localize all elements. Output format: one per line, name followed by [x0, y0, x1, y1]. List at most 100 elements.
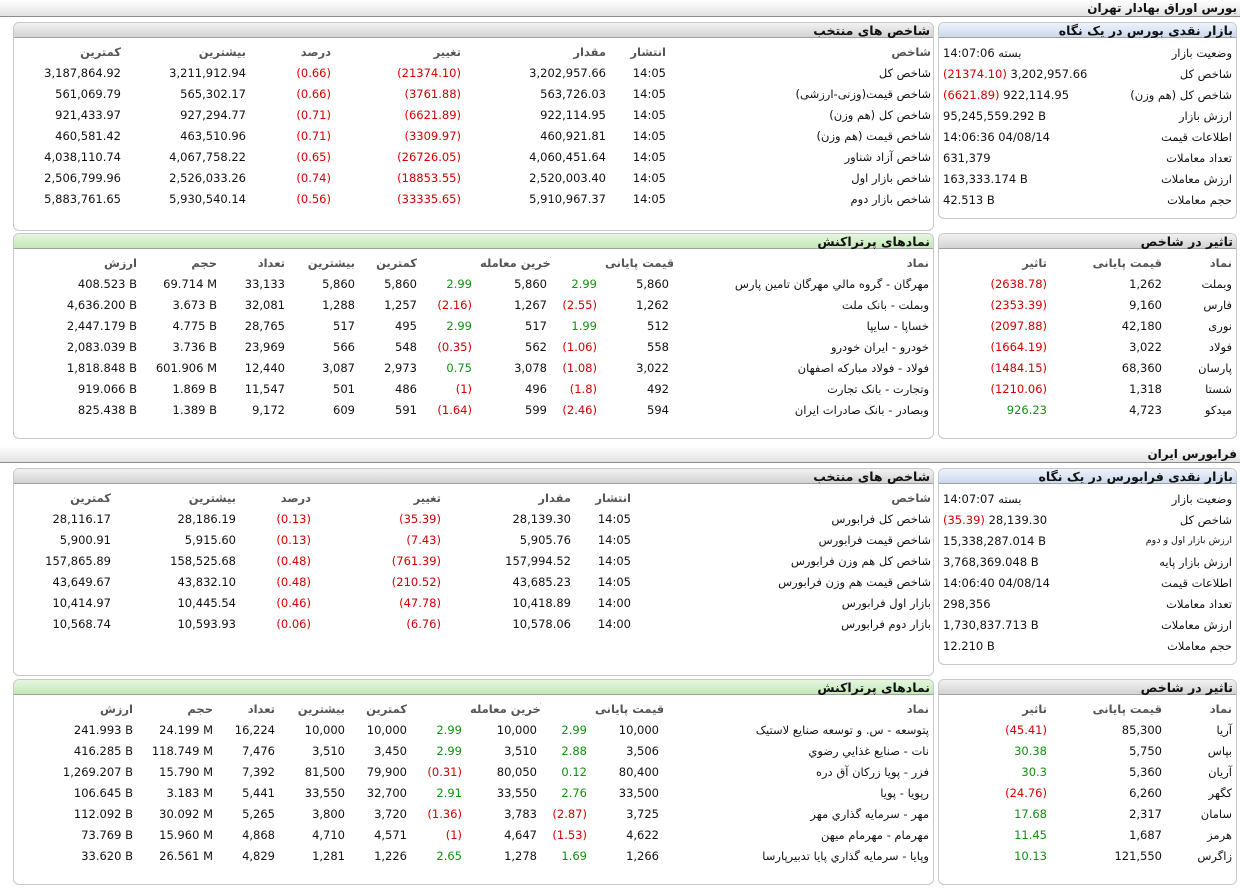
indices-header: تغییر	[433, 44, 461, 59]
indices-cell: (761.39)	[391, 553, 441, 568]
glance-value-text: 28,139.30	[988, 512, 1048, 527]
active-cell: 562	[525, 339, 547, 354]
active-header: تعداد	[247, 701, 275, 716]
glance-value: (21374.10) 3,202,957.66	[939, 63, 1114, 84]
indices-header: درصد	[300, 44, 331, 59]
tse-active-table: نماد قیمت پایانی آخرین معامله کمترین بیشترین…	[14, 252, 933, 420]
glance-row: شاخص کل (هم وزن) (6621.89) 922,114.95	[939, 84, 1236, 105]
indices-row: شاخص بازار اول 14:05 2,520,003.40 (18853.55…	[14, 167, 933, 188]
impact-cell: 6,260	[1129, 785, 1162, 800]
impact-cell: (1210.06)	[990, 381, 1047, 396]
tse-glance-table: وضعیت بازار بسته 14:07:06 شاخص کل (21374.10…	[939, 42, 1236, 210]
glance-value-text: 95,245,559.292 B	[943, 108, 1046, 123]
glance-row: وضعیت بازار بسته 14:07:07	[939, 488, 1236, 509]
active-cell: 4,622	[626, 827, 659, 842]
active-cell: 517	[525, 318, 547, 333]
active-cell: 1,278	[504, 848, 537, 863]
active-cell: 4,829	[242, 848, 275, 863]
active-cell: 0.75	[446, 360, 472, 375]
glance-row: شاخص کل (21374.10) 3,202,957.66	[939, 63, 1236, 84]
active-header: ارزش	[103, 255, 137, 270]
active-cell: 4,710	[312, 827, 345, 842]
active-cell: 1,257	[384, 297, 417, 312]
ifb-impact-panel: تاثیر در شاخص نماد قیمت پایانی تاثیر آريا 8…	[938, 679, 1237, 885]
active-cell: 80,050	[496, 764, 537, 779]
active-cell: 609	[333, 402, 355, 417]
glance-value-text: بسته 14:07:06	[943, 45, 1022, 60]
active-cell: 2.99	[446, 318, 472, 333]
active-cell: 2.99	[571, 276, 597, 291]
active-cell: 28,765	[244, 318, 285, 333]
active-header: بیشترین	[307, 255, 355, 270]
active-cell: 79,900	[366, 764, 407, 779]
active-cell: 7,392	[242, 764, 275, 779]
impact-cell: 1,262	[1129, 276, 1162, 291]
active-cell: 1,281	[312, 848, 345, 863]
impact-header: تاثیر	[1022, 701, 1047, 716]
active-cell: 558	[647, 339, 669, 354]
active-cell: 408.523 B	[77, 276, 137, 291]
indices-cell: (47.78)	[399, 595, 441, 610]
glance-row: وضعیت بازار بسته 14:07:06	[939, 42, 1236, 63]
active-header: نماد	[906, 701, 929, 716]
active-cell: (1.53)	[552, 827, 587, 842]
active-cell: 825.438 B	[77, 402, 137, 417]
indices-cell: (3761.88)	[404, 86, 461, 101]
glance-value: 14:06:36 04/08/14	[939, 126, 1114, 147]
active-cell: 5,860	[636, 276, 669, 291]
active-cell: 1.389 B	[172, 402, 217, 417]
active-cell: 106.645 B	[73, 785, 133, 800]
ifb-active-table: نماد قیمت پایانی آخرین معامله کمترین بیشترین…	[14, 698, 933, 866]
active-cell: 2.99	[436, 722, 462, 737]
indices-cell: 43,832.10	[177, 574, 236, 589]
impact-cell: 3,022	[1129, 339, 1162, 354]
indices-row: شاخص کل 14:05 3,202,957.66 (21374.10) (0.66)…	[14, 62, 933, 83]
active-cell: 4,636.200 B	[66, 297, 137, 312]
indices-cell: شاخص کل	[878, 65, 931, 80]
active-cell: 591	[395, 402, 417, 417]
glance-value: (6621.89) 922,114.95	[939, 84, 1114, 105]
indices-cell: 28,116.17	[52, 511, 111, 526]
active-cell: 5,860	[322, 276, 355, 291]
active-cell: 5,265	[242, 806, 275, 821]
glance-value: 12.210 B	[939, 635, 1108, 656]
impact-row: زاگرس 121,550 10.13	[939, 845, 1236, 866]
active-row: فولاد - فولاد مبارکه اصفهان 3,022 (1.08) 3,…	[14, 357, 933, 378]
indices-cell: (6621.89)	[404, 107, 461, 122]
glance-value: 14:06:40 04/08/14	[939, 572, 1108, 593]
active-cell: 81,500	[304, 764, 345, 779]
indices-header: مقدار	[573, 44, 606, 59]
active-cell: (1.08)	[562, 360, 597, 375]
indices-cell: 14:05	[632, 149, 666, 164]
ifb-active-title: نمادهای پرتراکنش	[14, 680, 933, 695]
indices-cell: 3,202,957.66	[529, 65, 606, 80]
indices-cell: 921,433.97	[55, 107, 121, 122]
indices-cell: (0.74)	[296, 170, 331, 185]
indices-cell: (33335.65)	[397, 191, 461, 206]
active-cell: 23,969	[244, 339, 285, 354]
active-cell: 3,022	[636, 360, 669, 375]
active-cell: 10,000	[496, 722, 537, 737]
active-cell: خساپا - سايپا	[866, 318, 929, 333]
impact-cell: سامان	[1200, 806, 1232, 821]
glance-change: (35.39)	[943, 512, 985, 527]
active-cell: 2.99	[436, 743, 462, 758]
indices-cell: بازار اول فرابورس	[841, 595, 931, 610]
impact-cell: (45.41)	[1005, 722, 1047, 737]
impact-row: هرمز 1,687 11.45	[939, 824, 1236, 845]
active-row: فزر - پويا زركان آق دره 80,400 0.12 80,050 (…	[14, 761, 933, 782]
active-header: حجم	[187, 701, 213, 716]
indices-row: بازار دوم فرابورس 14:00 10,578.06 (6.76) (0.…	[14, 613, 933, 634]
indices-cell: 10,445.54	[177, 595, 236, 610]
indices-cell: 14:05	[597, 532, 631, 547]
indices-cell: 43,649.67	[52, 574, 111, 589]
impact-cell: 30.3	[1021, 764, 1047, 779]
active-cell: 3,506	[626, 743, 659, 758]
indices-cell: (6.76)	[406, 616, 441, 631]
ifb-glance-panel: بازار نقدی فرابورس در یک نگاه وضعیت بازا…	[938, 468, 1237, 665]
indices-row: شاخص بازار دوم 14:05 5,910,967.37 (33335.65…	[14, 188, 933, 209]
impact-row: میدکو 4,723 926.23	[939, 399, 1236, 420]
glance-row: حجم معاملات 42.513 B	[939, 189, 1236, 210]
active-cell: 3,800	[312, 806, 345, 821]
indices-row: شاخص کل (هم وزن) 14:05 922,114.95 (6621.89)…	[14, 104, 933, 125]
